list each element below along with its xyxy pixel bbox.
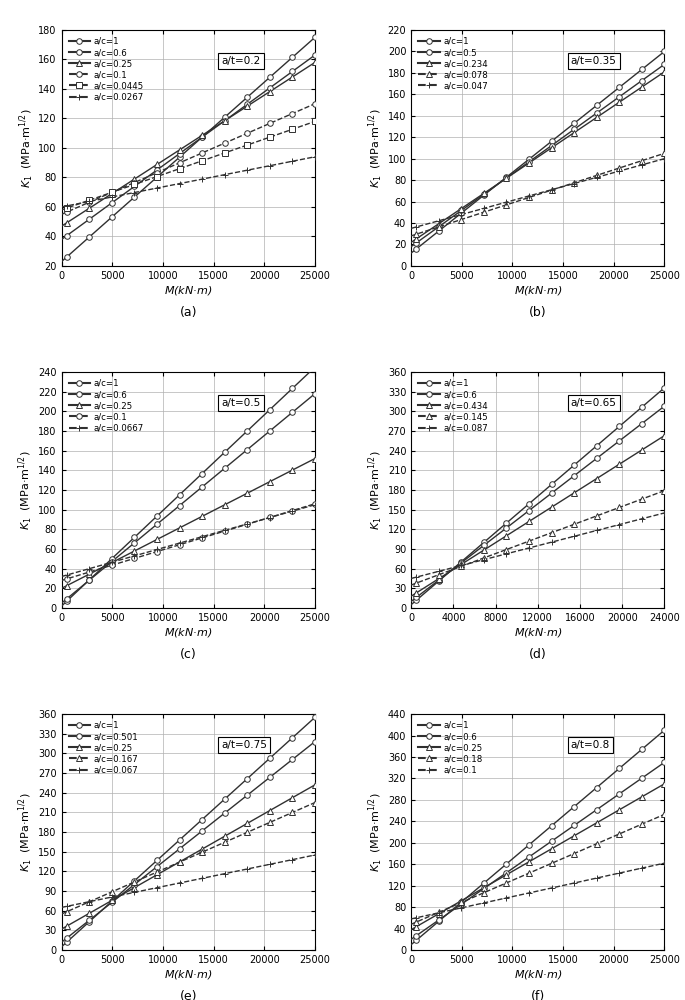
Text: a/t=0.8: a/t=0.8 bbox=[571, 740, 610, 750]
X-axis label: $M$(kN·m): $M$(kN·m) bbox=[514, 626, 562, 639]
Y-axis label: $K_1$  (MPa·m$^{1/2}$): $K_1$ (MPa·m$^{1/2}$) bbox=[17, 450, 36, 530]
Legend: a/c=1, a/c=0.6, a/c=0.25, a/c=0.1, a/c=0.0667: a/c=1, a/c=0.6, a/c=0.25, a/c=0.1, a/c=0… bbox=[66, 376, 147, 435]
Text: (b): (b) bbox=[529, 306, 547, 319]
Legend: a/c=1, a/c=0.501, a/c=0.25, a/c=0.167, a/c=0.067: a/c=1, a/c=0.501, a/c=0.25, a/c=0.167, a… bbox=[66, 718, 141, 777]
Text: (e): (e) bbox=[179, 990, 197, 1000]
Text: (d): (d) bbox=[529, 648, 547, 661]
Y-axis label: $K_1$  (MPa·m$^{1/2}$): $K_1$ (MPa·m$^{1/2}$) bbox=[366, 108, 385, 188]
Text: a/t=0.2: a/t=0.2 bbox=[221, 56, 260, 66]
X-axis label: $M$(kN·m): $M$(kN·m) bbox=[164, 284, 212, 297]
X-axis label: $M$(kN·m): $M$(kN·m) bbox=[514, 968, 562, 981]
X-axis label: $M$(kN·m): $M$(kN·m) bbox=[164, 968, 212, 981]
X-axis label: $M$(kN·m): $M$(kN·m) bbox=[164, 626, 212, 639]
Text: a/t=0.65: a/t=0.65 bbox=[571, 398, 616, 408]
Y-axis label: $K_1$  (MPa·m$^{1/2}$): $K_1$ (MPa·m$^{1/2}$) bbox=[17, 108, 36, 188]
Legend: a/c=1, a/c=0.5, a/c=0.234, a/c=0.078, a/c=0.047: a/c=1, a/c=0.5, a/c=0.234, a/c=0.078, a/… bbox=[416, 34, 490, 93]
X-axis label: $M$(kN·m): $M$(kN·m) bbox=[514, 284, 562, 297]
Text: a/t=0.5: a/t=0.5 bbox=[221, 398, 260, 408]
Text: a/t=0.75: a/t=0.75 bbox=[221, 740, 267, 750]
Text: a/t=0.35: a/t=0.35 bbox=[571, 56, 616, 66]
Y-axis label: $K_1$  (MPa·m$^{1/2}$): $K_1$ (MPa·m$^{1/2}$) bbox=[17, 792, 36, 872]
Legend: a/c=1, a/c=0.6, a/c=0.25, a/c=0.1, a/c=0.0445, a/c=0.0267: a/c=1, a/c=0.6, a/c=0.25, a/c=0.1, a/c=0… bbox=[66, 34, 147, 104]
Y-axis label: $K_1$  (MPa·m$^{1/2}$): $K_1$ (MPa·m$^{1/2}$) bbox=[366, 450, 385, 530]
Y-axis label: $K_1$  (MPa·m$^{1/2}$): $K_1$ (MPa·m$^{1/2}$) bbox=[367, 792, 385, 872]
Text: (c): (c) bbox=[180, 648, 197, 661]
Text: (a): (a) bbox=[179, 306, 197, 319]
Legend: a/c=1, a/c=0.6, a/c=0.434, a/c=0.145, a/c=0.087: a/c=1, a/c=0.6, a/c=0.434, a/c=0.145, a/… bbox=[416, 376, 490, 435]
Text: (f): (f) bbox=[531, 990, 545, 1000]
Legend: a/c=1, a/c=0.6, a/c=0.25, a/c=0.18, a/c=0.1: a/c=1, a/c=0.6, a/c=0.25, a/c=0.18, a/c=… bbox=[416, 718, 485, 777]
